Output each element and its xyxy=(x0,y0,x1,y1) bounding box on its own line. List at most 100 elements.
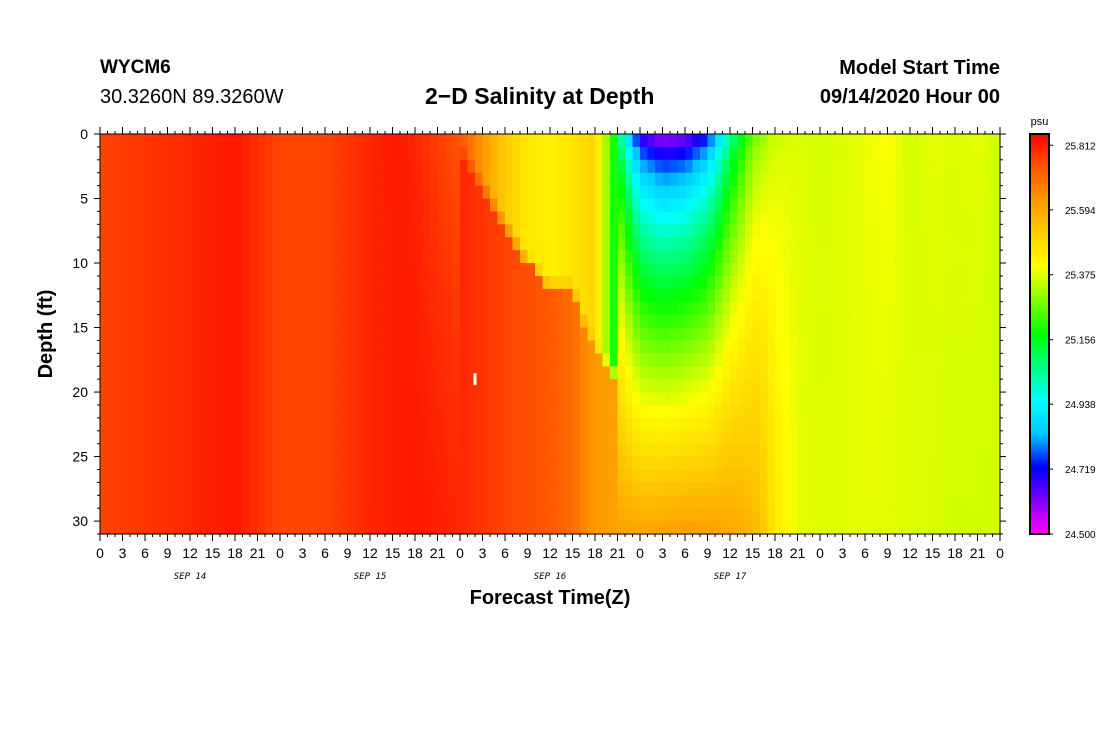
heatmap-cell xyxy=(430,314,439,329)
heatmap-cell xyxy=(610,211,619,225)
heatmap-cell xyxy=(122,404,131,419)
heatmap-cell xyxy=(932,250,941,264)
heatmap-cell xyxy=(310,392,319,406)
heatmap-cell xyxy=(745,508,754,522)
heatmap-cell xyxy=(985,301,994,316)
heatmap-cell xyxy=(700,185,709,200)
heatmap-cell xyxy=(685,366,694,380)
heatmap-cell xyxy=(872,469,881,483)
heatmap-cell xyxy=(985,134,994,148)
heatmap-cell xyxy=(782,250,791,264)
heatmap-cell xyxy=(917,237,926,251)
heatmap-cell xyxy=(587,456,596,471)
heatmap-cell xyxy=(977,482,986,496)
heatmap-cell xyxy=(595,417,604,432)
heatmap-cell xyxy=(182,146,191,161)
heatmap-cell xyxy=(535,172,544,187)
heatmap-cell xyxy=(910,275,919,290)
heatmap-cell xyxy=(385,327,394,342)
heatmap-cell xyxy=(332,172,341,187)
heatmap-cell xyxy=(827,134,836,148)
heatmap-cell xyxy=(925,185,934,200)
colorbar-tick-label: 24.500 xyxy=(1065,530,1096,541)
heatmap-cell xyxy=(677,443,686,458)
heatmap-cell xyxy=(152,469,161,483)
heatmap-cell xyxy=(107,521,116,535)
heatmap-cell xyxy=(467,366,476,380)
heatmap-cell xyxy=(272,198,281,213)
heatmap-cell xyxy=(190,327,199,342)
heatmap-cell xyxy=(332,327,341,342)
heatmap-cell xyxy=(370,275,379,290)
heatmap-cell xyxy=(535,521,544,535)
heatmap-cell xyxy=(302,430,311,445)
heatmap-cell xyxy=(205,469,214,483)
heatmap-cell xyxy=(745,366,754,380)
heatmap-cell xyxy=(392,327,401,342)
heatmap-cell xyxy=(452,482,461,496)
heatmap-cell xyxy=(872,301,881,316)
heatmap-cell xyxy=(452,159,461,174)
heatmap-cell xyxy=(670,379,679,393)
heatmap-cell xyxy=(332,263,341,277)
heatmap-cell xyxy=(280,340,289,354)
heatmap-cell xyxy=(452,288,461,303)
heatmap-cell xyxy=(572,430,581,445)
heatmap-cell xyxy=(190,275,199,290)
heatmap-cell xyxy=(482,392,491,406)
heatmap-cell xyxy=(467,327,476,342)
heatmap-cell xyxy=(490,314,499,329)
heatmap-cell xyxy=(325,482,334,496)
heatmap-cell xyxy=(505,146,514,161)
heatmap-cell xyxy=(445,443,454,458)
heatmap-cell xyxy=(812,263,821,277)
heatmap-cell xyxy=(400,392,409,406)
heatmap-cell xyxy=(437,250,446,264)
heatmap-cell xyxy=(572,495,581,509)
heatmap-cell xyxy=(910,482,919,496)
heatmap-cell xyxy=(137,159,146,174)
heatmap-cell xyxy=(137,301,146,316)
heatmap-cell xyxy=(782,172,791,187)
heatmap-cell xyxy=(160,327,169,342)
heatmap-cell xyxy=(962,185,971,200)
heatmap-cell xyxy=(595,430,604,445)
heatmap-cell xyxy=(535,430,544,445)
heatmap-cell xyxy=(910,392,919,406)
heatmap-cell xyxy=(430,288,439,303)
heatmap-cell xyxy=(250,198,259,213)
heatmap-cell xyxy=(392,392,401,406)
heatmap-cell xyxy=(932,263,941,277)
heatmap-cell xyxy=(182,392,191,406)
heatmap-cell xyxy=(227,301,236,316)
heatmap-cell xyxy=(302,508,311,522)
heatmap-cell xyxy=(347,379,356,393)
heatmap-cell xyxy=(902,198,911,213)
heatmap-cell xyxy=(235,263,244,277)
heatmap-cell xyxy=(602,366,611,380)
heatmap-cell xyxy=(452,443,461,458)
heatmap-cell xyxy=(340,134,349,148)
heatmap-cell xyxy=(827,495,836,509)
heatmap-cell xyxy=(887,443,896,458)
heatmap-cell xyxy=(250,288,259,303)
heatmap-cell xyxy=(932,469,941,483)
heatmap-cell xyxy=(910,146,919,161)
heatmap-cell xyxy=(662,288,671,303)
heatmap-cell xyxy=(827,314,836,329)
heatmap-cell xyxy=(182,134,191,148)
heatmap-cell xyxy=(370,250,379,264)
heatmap-cell xyxy=(932,314,941,329)
heatmap-cell xyxy=(835,443,844,458)
heatmap-cell xyxy=(145,134,154,148)
heatmap-cell xyxy=(482,495,491,509)
data-marker xyxy=(473,373,477,386)
heatmap-cell xyxy=(865,224,874,238)
heatmap-cell xyxy=(700,521,709,535)
heatmap-cell xyxy=(400,301,409,316)
heatmap-cell xyxy=(145,224,154,238)
heatmap-cell xyxy=(160,456,169,471)
heatmap-cell xyxy=(572,288,581,303)
heatmap-cell xyxy=(167,443,176,458)
heatmap-cell xyxy=(550,379,559,393)
